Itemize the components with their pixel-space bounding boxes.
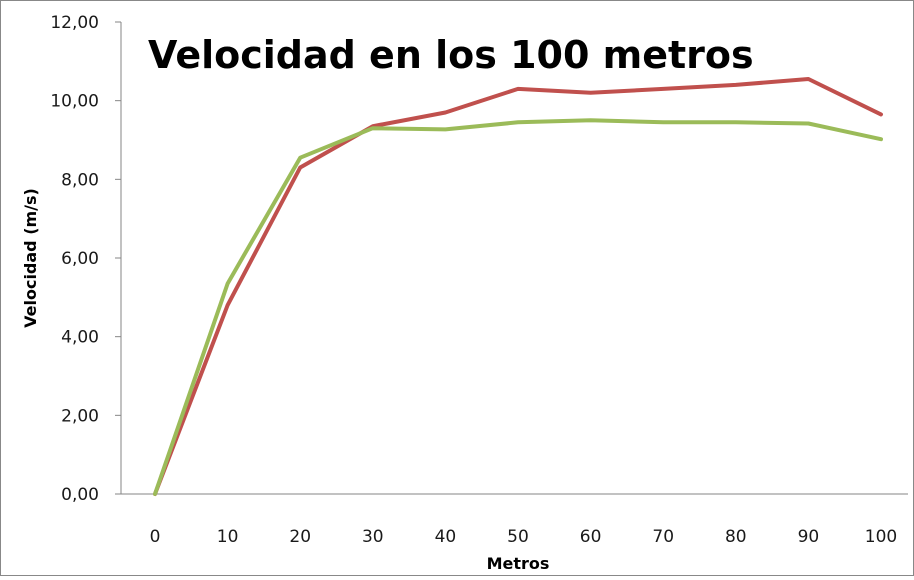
y-tick-label: 0,00 [61,485,99,505]
axes: 0,00 2,00 4,00 6,00 8,00 10,00 12,00 0 10 20 30 40 5… [50,13,908,547]
x-tick-label: 90 [798,527,820,547]
x-tick-label: 100 [865,527,897,547]
series-line-2 [153,118,883,496]
y-tick-label: 8,00 [61,170,99,190]
x-tick-label: 70 [652,527,674,547]
x-tick-label: 40 [435,527,457,547]
x-tick-label: 60 [580,527,602,547]
x-tick-label: 30 [362,527,384,547]
x-tick-label: 0 [150,527,161,547]
y-tick-label: 12,00 [50,13,99,33]
series-line-1 [153,77,883,496]
x-tick-label: 80 [725,527,747,547]
y-tick-label: 10,00 [50,92,99,112]
x-tick-label: 50 [507,527,529,547]
x-axis-title: Metros [487,554,550,573]
y-tick-label: 4,00 [61,328,99,348]
x-tick-label: 10 [217,527,239,547]
y-tick-label: 6,00 [61,249,99,269]
series-group [153,77,883,496]
y-tick-label: 2,00 [61,406,99,426]
chart-title: Velocidad en los 100 metros [148,33,754,77]
x-tick-label: 20 [289,527,311,547]
y-axis-title: Velocidad (m/s) [21,188,40,328]
